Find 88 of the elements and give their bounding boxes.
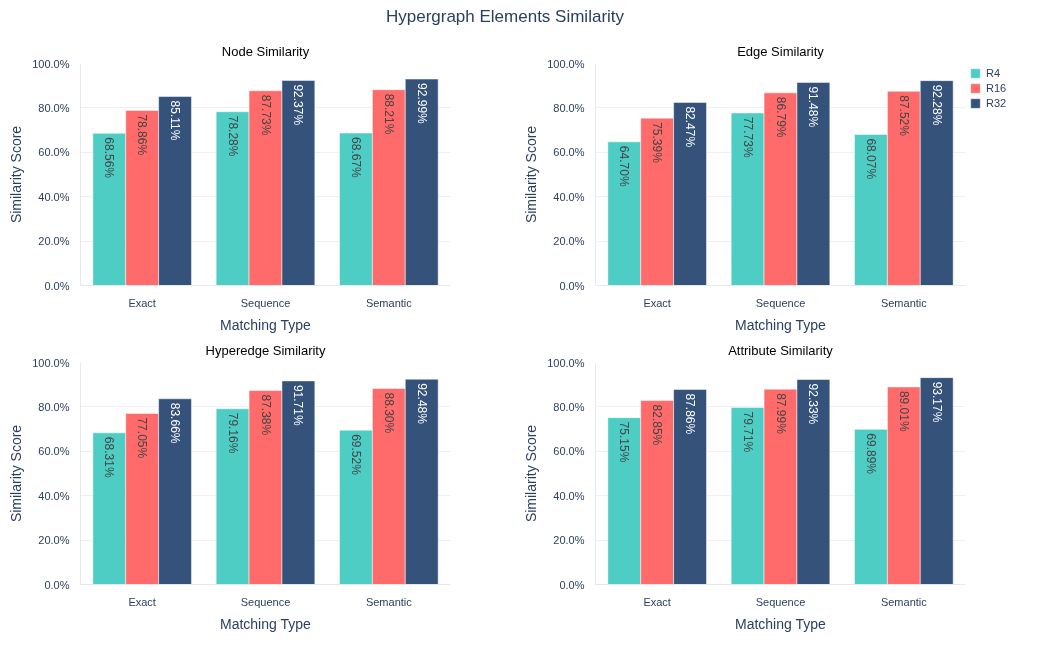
x-tick-label: Sequence xyxy=(240,595,291,608)
y-tick-label: 0.0% xyxy=(44,279,70,292)
y-tick-label: 100.0% xyxy=(547,57,585,70)
data-label: 77.73% xyxy=(740,116,755,158)
data-label: 91.48% xyxy=(806,86,821,128)
y-tick-label: 100.0% xyxy=(32,356,70,369)
y-tick-label: 60.0% xyxy=(553,146,585,159)
y-tick-label: 40.0% xyxy=(38,489,70,502)
x-tick-label: Semantic xyxy=(365,595,413,608)
data-label: 68.56% xyxy=(102,137,117,179)
data-label: 91.71% xyxy=(291,384,306,426)
data-label: 85.11% xyxy=(168,100,183,141)
text: Hypergraph Elements Similarity xyxy=(385,6,625,28)
y-axis-title: Similarity Score xyxy=(523,125,540,224)
y-tick-label: 20.0% xyxy=(553,534,585,547)
y-tick-label: 20.0% xyxy=(38,534,70,547)
y-tick-label: 80.0% xyxy=(553,101,585,114)
data-label: 78.86% xyxy=(135,114,150,156)
data-label: 82.47% xyxy=(683,106,698,148)
data-label: 68.07% xyxy=(863,138,878,180)
x-tick-label: Semantic xyxy=(880,296,928,309)
y-tick-label: 100.0% xyxy=(547,356,585,369)
y-tick-label: 60.0% xyxy=(553,445,585,458)
data-label: 92.48% xyxy=(414,383,429,425)
data-label: 79.16% xyxy=(225,412,240,454)
chart-title: Hyperedge Similarity xyxy=(205,342,326,358)
data-label: 77.05% xyxy=(135,417,150,459)
y-tick-label: 0.0% xyxy=(44,578,70,591)
y-tick-label: 20.0% xyxy=(553,235,585,248)
x-tick-label: Sequence xyxy=(240,296,291,309)
data-label: 83.66% xyxy=(168,402,183,444)
x-tick-label: Exact xyxy=(128,296,156,309)
x-tick-label: Semantic xyxy=(365,296,413,309)
y-tick-label: 60.0% xyxy=(38,146,70,159)
x-tick-label: Exact xyxy=(128,595,156,608)
data-label: 75.39% xyxy=(650,122,665,164)
data-label: 88.21% xyxy=(381,93,396,135)
x-tick-label: Sequence xyxy=(755,595,806,608)
data-label: 64.70% xyxy=(617,145,632,187)
data-label: 78.28% xyxy=(225,115,240,157)
y-axis-title: Similarity Score xyxy=(8,424,25,523)
legend-label: R4 xyxy=(986,67,1002,79)
data-label: 93.17% xyxy=(929,381,944,423)
x-tick-label: Exact xyxy=(643,595,671,608)
data-label: 75.15% xyxy=(617,421,632,463)
data-label: 92.99% xyxy=(414,83,429,125)
y-tick-label: 100.0% xyxy=(32,57,70,70)
data-label: 87.73% xyxy=(258,94,273,136)
data-label: 92.28% xyxy=(929,84,944,126)
x-tick-label: Semantic xyxy=(880,595,928,608)
data-label: 92.37% xyxy=(291,84,306,126)
x-tick-label: Sequence xyxy=(755,296,806,309)
x-tick-label: Exact xyxy=(643,296,671,309)
data-label: 79.71% xyxy=(740,411,755,453)
data-label: 87.99% xyxy=(773,393,788,435)
y-tick-label: 0.0% xyxy=(559,578,585,591)
x-axis-title: Matching Type xyxy=(219,316,311,333)
y-tick-label: 40.0% xyxy=(553,489,585,502)
y-tick-label: 60.0% xyxy=(38,445,70,458)
y-axis-title: Similarity Score xyxy=(523,424,540,523)
chart-title: Edge Similarity xyxy=(737,43,825,59)
x-axis-title: Matching Type xyxy=(734,316,826,333)
legend-label: R16 xyxy=(986,82,1007,94)
chart-title: Attribute Similarity xyxy=(728,342,834,358)
data-label: 87.86% xyxy=(683,393,698,435)
data-label: 69.52% xyxy=(348,434,363,476)
y-axis-title: Similarity Score xyxy=(8,125,25,224)
data-label: 88.30% xyxy=(381,392,396,434)
data-label: 86.79% xyxy=(773,96,788,138)
data-label: 87.38% xyxy=(258,394,273,436)
y-tick-label: 40.0% xyxy=(553,190,585,203)
data-label: 87.52% xyxy=(896,95,911,137)
legend-label: R32 xyxy=(986,97,1007,109)
y-tick-label: 0.0% xyxy=(559,279,585,292)
y-tick-label: 80.0% xyxy=(553,400,585,413)
data-label: 92.33% xyxy=(806,383,821,425)
x-axis-title: Matching Type xyxy=(734,615,826,632)
data-label: 68.67% xyxy=(348,137,363,179)
data-label: 68.31% xyxy=(102,436,117,478)
x-axis-title: Matching Type xyxy=(219,615,311,632)
y-tick-label: 20.0% xyxy=(38,235,70,248)
data-label: 82.85% xyxy=(650,404,665,446)
y-tick-label: 80.0% xyxy=(38,101,70,114)
data-label: 89.01% xyxy=(896,390,911,432)
chart-title: Node Similarity xyxy=(221,43,310,59)
data-label: 69.89% xyxy=(863,433,878,475)
y-tick-label: 80.0% xyxy=(38,400,70,413)
y-tick-label: 40.0% xyxy=(38,190,70,203)
